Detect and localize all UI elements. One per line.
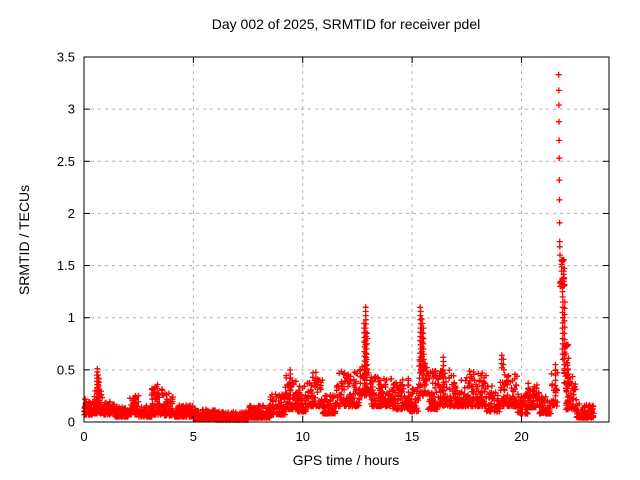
y-tick-label: 3.5 (57, 50, 75, 65)
y-tick-label: 0 (68, 415, 75, 430)
x-tick-label: 0 (80, 429, 87, 444)
axes (83, 56, 610, 423)
tick-labels: 0 5 10 15 20 0 0.5 1 1.5 2 2.5 3 3.5 (57, 50, 529, 445)
y-tick-label: 1.5 (57, 258, 75, 273)
x-axis-label: GPS time / hours (292, 452, 400, 468)
x-tick-label: 10 (296, 429, 310, 444)
y-tick-label: 2 (68, 206, 75, 221)
y-tick-label: 3 (68, 102, 75, 117)
scatter-points (81, 71, 597, 423)
x-tick-label: 5 (190, 429, 197, 444)
y-tick-label: 1 (68, 310, 75, 325)
grid-lines (84, 57, 609, 422)
x-tick-label: 20 (514, 429, 528, 444)
y-tick-label: 2.5 (57, 154, 75, 169)
x-tick-label: 15 (405, 429, 419, 444)
y-tick-label: 0.5 (57, 362, 75, 377)
chart-title: Day 002 of 2025, SRMTID for receiver pde… (211, 16, 481, 32)
